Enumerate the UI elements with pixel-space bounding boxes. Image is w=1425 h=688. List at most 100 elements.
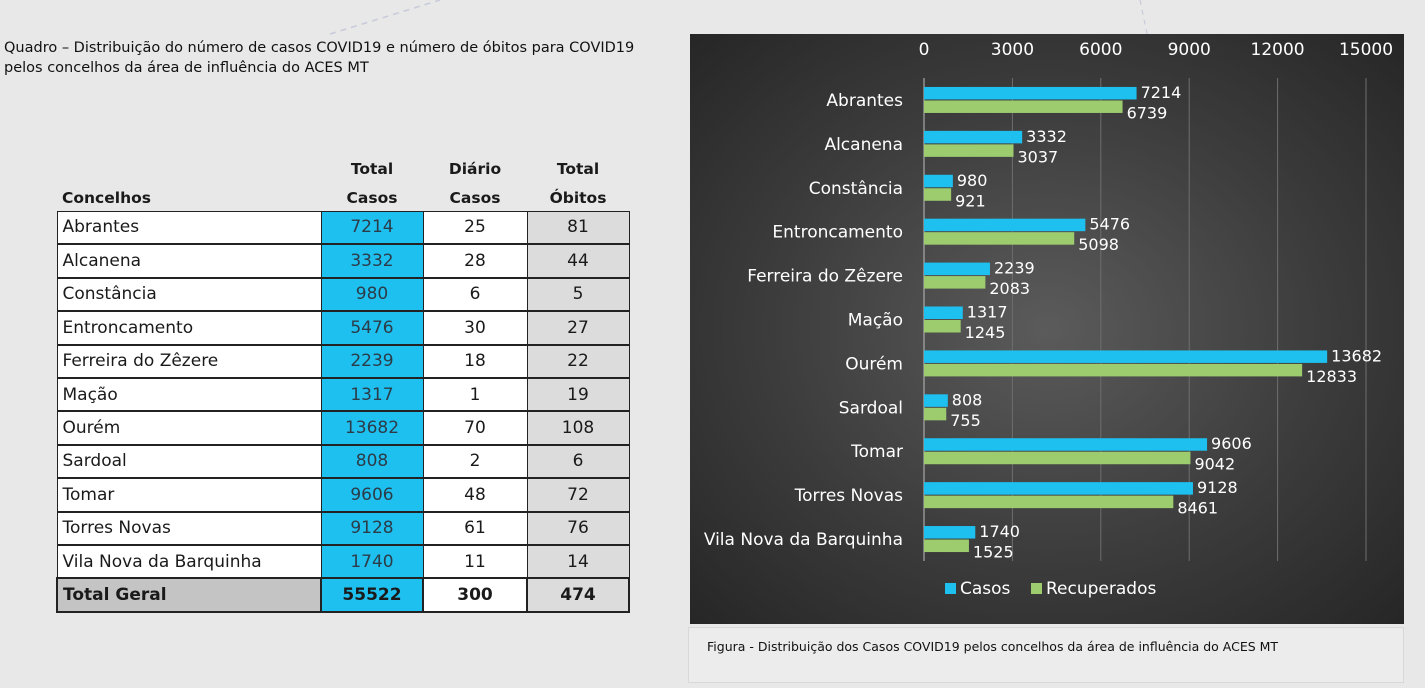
table-header-row-1: Total Diário Total <box>57 152 629 180</box>
bar-casos <box>924 174 953 188</box>
category-label: Constância <box>809 179 903 199</box>
data-label: 1317 <box>967 303 1008 322</box>
concelho-cell: Tomar <box>56 477 322 513</box>
table-row: Tomar 9606 48 72 <box>56 477 630 513</box>
total-casos-cell: 1740 <box>320 544 424 580</box>
header-cell: Total <box>556 160 600 178</box>
legend-label: Recuperados <box>1046 579 1156 599</box>
bar-recuperados <box>924 188 952 201</box>
concelho-cell: Sardoal <box>56 444 322 480</box>
x-tick-label: 3000 <box>991 40 1034 60</box>
data-label: 980 <box>957 171 988 190</box>
diario-casos-cell: 1 <box>422 377 528 413</box>
bar-casos <box>924 482 1193 495</box>
table-caption: Quadro – Distribuição do número de casos… <box>4 38 694 78</box>
category-label: Entroncamento <box>772 223 903 243</box>
total-label-cell: Total Geral <box>56 577 322 613</box>
data-label: 5476 <box>1089 215 1130 234</box>
diario-casos-cell: 48 <box>422 477 528 513</box>
bar-recuperados <box>924 539 969 553</box>
concelho-cell: Alcanena <box>56 243 322 279</box>
data-label: 2083 <box>989 279 1030 298</box>
table-row: Constância 980 6 5 <box>56 277 630 313</box>
bar-casos <box>924 218 1086 232</box>
data-label: 2239 <box>994 259 1035 278</box>
bar-casos <box>924 86 1137 100</box>
x-tick-label: 12000 <box>1251 40 1305 60</box>
bar-recuperados <box>924 100 1123 113</box>
concelho-cell: Vila Nova da Barquinha <box>56 544 322 580</box>
concelho-cell: Mação <box>56 377 322 413</box>
table-row: Vila Nova da Barquinha 1740 11 14 <box>56 544 630 580</box>
total-obitos-cell: 108 <box>526 410 630 446</box>
concelho-cell: Torres Novas <box>56 511 322 546</box>
table-row: Torres Novas 9128 61 76 <box>56 511 630 546</box>
total-obitos-cell: 5 <box>526 277 630 313</box>
data-label: 5098 <box>1078 235 1119 254</box>
data-label: 9128 <box>1197 478 1238 497</box>
total-obitos-cell: 81 <box>526 210 630 246</box>
data-label: 7214 <box>1141 83 1182 102</box>
concelho-cell: Ourém <box>56 410 322 446</box>
bar-recuperados <box>924 407 947 421</box>
data-label: 921 <box>955 191 986 210</box>
total-diario-cell: 300 <box>422 577 528 613</box>
total-obitos-cell: 14 <box>526 544 630 580</box>
diario-casos-cell: 70 <box>422 410 528 446</box>
category-label: Tomar <box>850 442 903 462</box>
header-cell: Diário <box>448 160 502 178</box>
category-label: Mação <box>848 311 903 331</box>
bar-recuperados <box>924 451 1191 465</box>
category-label: Sardoal <box>839 398 903 418</box>
bar-casos <box>924 262 990 276</box>
header-cell <box>57 152 321 180</box>
diario-casos-cell: 2 <box>422 444 528 480</box>
diario-casos-cell: 61 <box>422 511 528 546</box>
bar-recuperados <box>924 232 1075 245</box>
total-casos-cell: 808 <box>320 444 424 480</box>
total-casos-cell: 7214 <box>320 210 424 246</box>
data-label: 1740 <box>979 522 1020 541</box>
data-label: 1525 <box>973 543 1014 562</box>
category-label: Alcanena <box>824 135 903 155</box>
bar-recuperados <box>924 144 1014 157</box>
x-tick-label: 6000 <box>1079 40 1122 60</box>
header-cell: Casos <box>449 188 501 207</box>
table-row: Sardoal 808 2 6 <box>56 444 630 480</box>
table-caption-line1: Quadro – Distribuição do número de casos… <box>4 40 635 56</box>
data-label: 9606 <box>1211 434 1252 453</box>
total-obitos-cell: 22 <box>526 344 630 379</box>
total-casos-cell: 9128 <box>320 511 424 546</box>
legend-swatch-casos <box>945 583 956 594</box>
bar-casos <box>924 350 1328 363</box>
total-casos-cell: 980 <box>320 277 424 313</box>
concelho-cell: Ferreira do Zêzere <box>56 344 322 379</box>
total-casos-cell: 13682 <box>320 410 424 446</box>
data-label: 755 <box>950 411 981 430</box>
total-obitos-cell: 76 <box>526 511 630 546</box>
x-tick-label: 15000 <box>1339 40 1393 60</box>
diario-casos-cell: 25 <box>422 210 528 246</box>
bar-casos <box>924 526 976 539</box>
table-header-row-2: Concelhos Casos Casos Óbitos <box>57 180 629 211</box>
table-caption-line2: pelos concelhos da área de influência do… <box>4 60 369 76</box>
category-label: Ourém <box>845 354 903 374</box>
total-casos-cell: 9606 <box>320 477 424 513</box>
legend-swatch-recuperados <box>1031 583 1042 594</box>
total-obitos-cell: 44 <box>526 243 630 279</box>
total-casos-cell: 3332 <box>320 243 424 279</box>
concelho-cell: Constância <box>56 277 322 313</box>
category-label: Torres Novas <box>794 486 904 506</box>
bar-casos <box>924 130 1023 144</box>
diario-casos-cell: 6 <box>422 277 528 313</box>
total-obitos-cell: 27 <box>526 310 630 346</box>
data-label: 12833 <box>1306 367 1357 386</box>
category-label: Vila Nova da Barquinha <box>704 530 903 550</box>
diario-casos-cell: 28 <box>422 243 528 279</box>
table-row: Alcanena 3332 28 44 <box>56 243 630 279</box>
table-row: Entroncamento 5476 30 27 <box>56 310 630 346</box>
header-cell: Total <box>350 160 394 178</box>
total-casos-cell: 1317 <box>320 377 424 413</box>
bar-recuperados <box>924 363 1303 377</box>
diario-casos-cell: 11 <box>422 544 528 580</box>
